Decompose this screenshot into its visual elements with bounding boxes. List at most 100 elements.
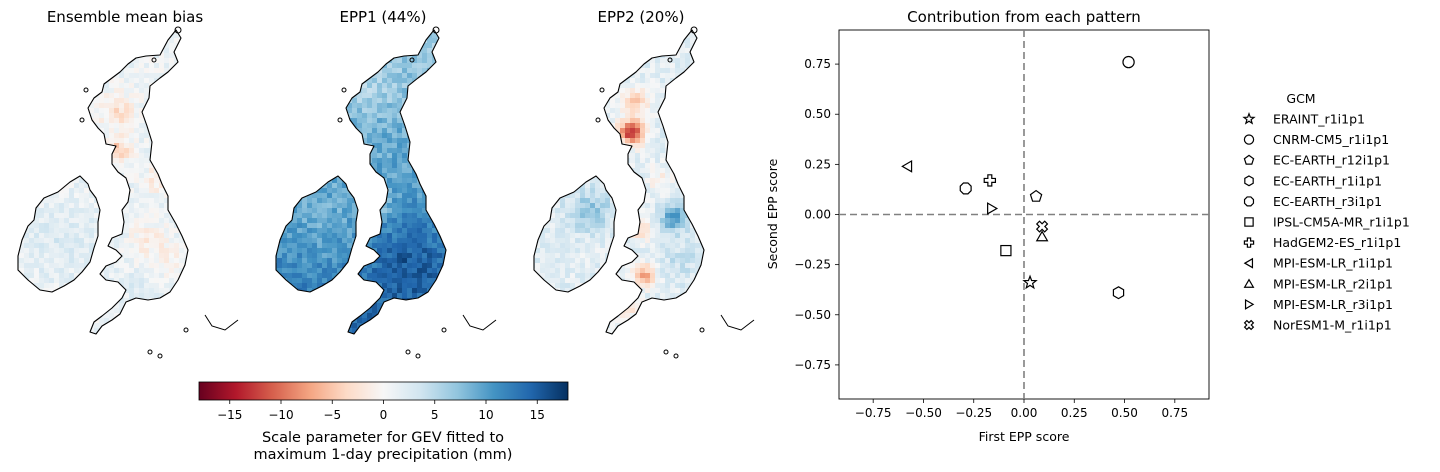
map-cell — [337, 63, 343, 69]
map-cell — [377, 288, 383, 294]
map-panel-epp1: EPP1 (44%) — [275, 8, 497, 359]
map-cell — [432, 238, 438, 244]
map-cell — [630, 78, 636, 84]
map-cell — [189, 53, 194, 58]
map-cell — [29, 308, 35, 314]
map-cell — [124, 43, 130, 49]
map-cell — [432, 288, 438, 294]
map-cell — [24, 248, 30, 254]
map-cell — [367, 113, 373, 119]
map-cell — [282, 203, 288, 209]
map-cell — [302, 123, 308, 129]
map-cell — [174, 158, 180, 164]
map-cell — [69, 58, 75, 64]
map-cell — [184, 58, 188, 64]
map-cell — [59, 148, 65, 154]
map-cell — [302, 258, 308, 264]
map-cell — [69, 203, 75, 209]
map-cell — [94, 288, 100, 294]
map-cell — [114, 73, 120, 79]
map-cell — [327, 108, 333, 114]
map-cell — [119, 108, 125, 114]
map-cell — [18, 308, 20, 314]
map-cell — [149, 198, 155, 204]
map-cell — [89, 158, 95, 164]
map-cell — [144, 248, 150, 254]
map-cell — [29, 173, 35, 179]
map-cell — [322, 303, 328, 309]
map-cell — [29, 233, 35, 239]
map-cell — [417, 228, 423, 234]
map-cell — [124, 188, 130, 194]
map-cell — [154, 153, 160, 159]
map-cell — [18, 48, 20, 54]
map-cell — [432, 138, 438, 144]
map-cell — [347, 168, 353, 174]
map-cell — [84, 73, 90, 79]
map-cell — [357, 48, 363, 54]
island-outline — [147, 349, 153, 355]
map-cell — [382, 133, 388, 139]
map-cell — [555, 68, 561, 74]
map-cell — [700, 30, 704, 34]
map-cell — [134, 148, 140, 154]
map-cell — [650, 63, 656, 69]
map-cell — [64, 138, 70, 144]
map-cell — [49, 278, 55, 284]
map-cell — [129, 253, 135, 259]
map-cell — [144, 218, 150, 224]
map-cell — [74, 283, 80, 289]
map-cell — [422, 93, 428, 99]
map-cell — [149, 233, 155, 239]
map-cell — [49, 198, 55, 204]
map-cell — [437, 263, 443, 269]
map-cell — [24, 298, 30, 304]
map-cell — [372, 143, 378, 149]
map-cell — [442, 208, 446, 214]
map-cell — [109, 173, 115, 179]
map-cell — [367, 313, 373, 319]
map-cell — [144, 258, 150, 264]
map-cell — [427, 338, 432, 343]
map-cell — [367, 208, 373, 214]
map-cell — [179, 253, 185, 259]
map-cell — [615, 38, 621, 44]
map-cell — [417, 53, 423, 59]
map-cell — [362, 223, 368, 229]
map-cell — [432, 268, 438, 274]
map-cell — [124, 38, 130, 44]
map-cell — [432, 68, 438, 74]
map-cell — [154, 133, 160, 139]
map-cell — [74, 223, 80, 229]
map-cell — [625, 78, 631, 84]
map-cell — [382, 30, 388, 34]
map-cell — [34, 263, 40, 269]
map-cell — [337, 33, 343, 39]
map-cell — [134, 113, 140, 119]
map-cell — [54, 163, 60, 169]
map-cell — [287, 158, 293, 164]
map-cell — [297, 268, 303, 274]
map-cell — [84, 173, 90, 179]
island-outline — [337, 117, 343, 123]
map-cell — [422, 78, 428, 84]
map-cell — [18, 278, 20, 284]
map-cell — [407, 338, 412, 343]
map-cell — [19, 143, 25, 149]
map-cell — [39, 88, 45, 94]
map-cell — [407, 43, 413, 49]
map-cell — [109, 198, 115, 204]
map-cell — [327, 193, 333, 199]
map-cell — [69, 143, 75, 149]
map-cell — [89, 103, 95, 109]
map-cell — [154, 278, 160, 284]
map-cell — [387, 48, 393, 54]
map-cell — [149, 333, 155, 334]
map-cell — [64, 208, 70, 214]
map-cell — [59, 333, 65, 334]
map-cell — [347, 243, 353, 249]
map-cell — [382, 123, 388, 129]
map-cell — [169, 153, 175, 159]
map-cell — [327, 53, 333, 59]
map-cell — [134, 248, 140, 254]
